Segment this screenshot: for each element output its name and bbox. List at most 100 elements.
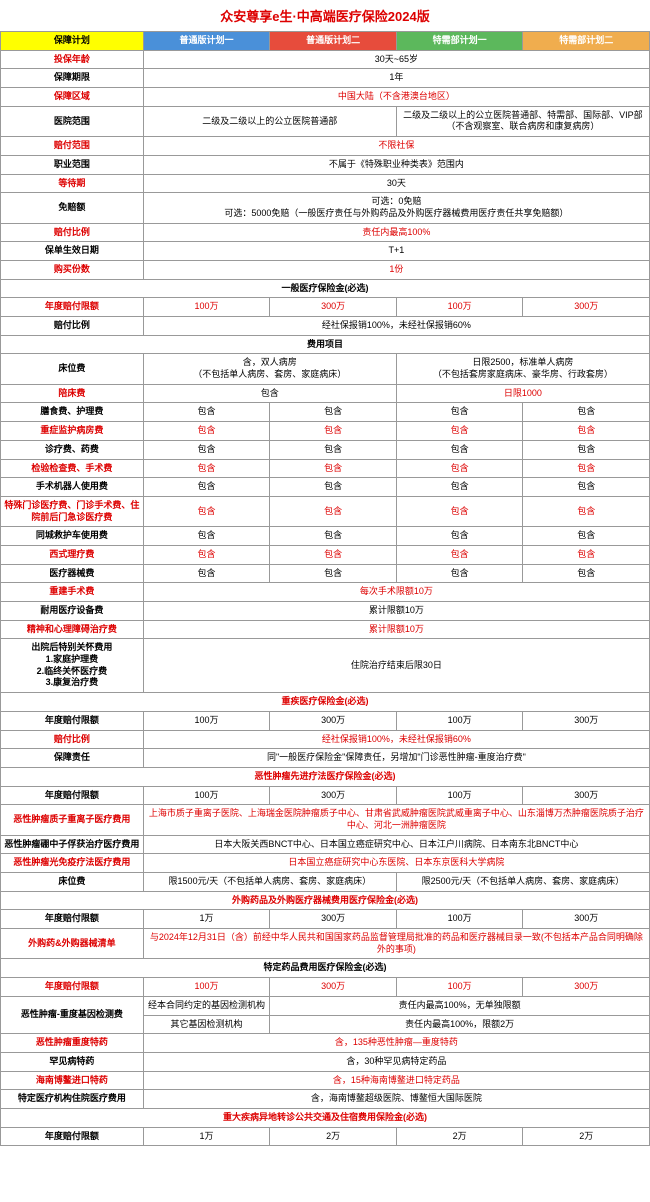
cell: 2万 (396, 1127, 523, 1146)
cell: 医疗器械费 (1, 564, 144, 583)
cell: 1份 (143, 260, 649, 279)
cell: 保障区域 (1, 88, 144, 107)
cell: 包含 (270, 545, 397, 564)
cell: 上海市质子重离子医院、上海瑞金医院肿瘤质子中心、甘肃省武威肿瘤医院武威重离子中心… (143, 805, 649, 835)
cell: 赔付范围 (1, 137, 144, 156)
cell: 300万 (270, 298, 397, 317)
cell: 包含 (270, 440, 397, 459)
cell: 累计限额10万 (143, 602, 649, 621)
cell: 2万 (523, 1127, 650, 1146)
cell: 包含 (143, 403, 270, 422)
cell: 包含 (270, 564, 397, 583)
cell: 年度赔付限额 (1, 1127, 144, 1146)
cell: 购买份数 (1, 260, 144, 279)
cell: 300万 (270, 910, 397, 929)
cell: 陪床费 (1, 384, 144, 403)
cell: 包含 (396, 545, 523, 564)
cell: 包含 (270, 422, 397, 441)
cell: 耐用医疗设备费 (1, 602, 144, 621)
cell: 限1500元/天（不包括单人病房、套房、家庭病床） (143, 873, 396, 892)
cell: 年度赔付限额 (1, 298, 144, 317)
cell: 特殊门诊医疗费、门诊手术费、住院前后门急诊医疗费 (1, 496, 144, 526)
cell: 同城救护车使用费 (1, 527, 144, 546)
cell: 经本合同约定的基因检测机构 (143, 996, 270, 1015)
cell: 特定医疗机构住院医疗费用 (1, 1090, 144, 1109)
cell: 30天~65岁 (143, 50, 649, 69)
cell: 100万 (396, 711, 523, 730)
cell: 同"一般医疗保险金"保障责任，另增加"门诊恶性肿瘤-重度治疗费" (143, 749, 649, 768)
cell: 等待期 (1, 174, 144, 193)
cell: 一般医疗保险金(必选) (1, 279, 650, 298)
cell: 西式理疗费 (1, 545, 144, 564)
cell: 含，30种罕见病特定药品 (143, 1052, 649, 1071)
cell: 限2500元/天（不包括单人病房、套房、家庭病床） (396, 873, 649, 892)
cell: 责任内最高100%，限额2万 (270, 1015, 650, 1034)
cell: 经社保报销100%，未经社保报销60% (143, 730, 649, 749)
cell: 重大疾病异地转诊公共交通及住宿费用保险金(必选) (1, 1108, 650, 1127)
cell: 日限2500，标准单人病房（不包括套房家庭病床、豪华房、行政套房） (396, 354, 649, 384)
cell: 100万 (143, 978, 270, 997)
cell: 经社保报销100%，未经社保报销60% (143, 317, 649, 336)
cell: 重症监护病房费 (1, 422, 144, 441)
cell: 恶性肿瘤光免疫疗法医疗费用 (1, 854, 144, 873)
cell: 医院范围 (1, 106, 144, 136)
cell: 诊疗费、药费 (1, 440, 144, 459)
cell: 累计限额10万 (143, 620, 649, 639)
cell: 包含 (143, 496, 270, 526)
cell: 其它基因检测机构 (143, 1015, 270, 1034)
cell: 包含 (396, 496, 523, 526)
cell: 职业范围 (1, 155, 144, 174)
cell: 赔付比例 (1, 223, 144, 242)
cell: T+1 (143, 242, 649, 261)
cell: 300万 (523, 978, 650, 997)
cell: 二级及二级以上的公立医院普通部、特需部、国际部、VIP部（不含观察室、联合病房和… (396, 106, 649, 136)
insurance-table: 保障计划普通版计划一普通版计划二特需部计划一特需部计划二投保年龄30天~65岁保… (0, 31, 650, 1146)
cell: 100万 (143, 786, 270, 805)
cell: 恶性肿瘤质子重离子医疗费用 (1, 805, 144, 835)
cell: 检验检查费、手术费 (1, 459, 144, 478)
cell: 100万 (396, 910, 523, 929)
page-title: 众安尊享e生·中高端医疗保险2024版 (0, 0, 650, 31)
cell: 100万 (396, 298, 523, 317)
cell: 包含 (143, 384, 396, 403)
cell: 含，15种海南博鳌进口特定药品 (143, 1071, 649, 1090)
cell: 免赔额 (1, 193, 144, 223)
cell: 包含 (143, 564, 270, 583)
cell: 1万 (143, 910, 270, 929)
cell: 保障责任 (1, 749, 144, 768)
cell: 2万 (270, 1127, 397, 1146)
cell: 责任内最高100% (143, 223, 649, 242)
cell: 包含 (396, 564, 523, 583)
cell: 保障计划 (1, 32, 144, 51)
cell: 包含 (396, 527, 523, 546)
cell: 300万 (270, 978, 397, 997)
cell: 床位费 (1, 873, 144, 892)
cell: 100万 (396, 786, 523, 805)
cell: 膳食费、护理费 (1, 403, 144, 422)
cell: 二级及二级以上的公立医院普通部 (143, 106, 396, 136)
cell: 保单生效日期 (1, 242, 144, 261)
cell: 外购药&外购器械清单 (1, 929, 144, 959)
cell: 包含 (270, 496, 397, 526)
cell: 出院后特别关怀费用1.家庭护理费2.临终关怀医疗费3.康复治疗费 (1, 639, 144, 693)
cell: 包含 (523, 440, 650, 459)
cell: 300万 (523, 298, 650, 317)
cell: 包含 (396, 440, 523, 459)
cell: 包含 (523, 496, 650, 526)
cell: 包含 (143, 440, 270, 459)
cell: 年度赔付限额 (1, 786, 144, 805)
cell: 包含 (523, 527, 650, 546)
cell: 恶性肿瘤硼中子俘获治疗医疗费用 (1, 835, 144, 854)
cell: 日限1000 (396, 384, 649, 403)
cell: 含，海南博鳌超级医院、博鳌恒大国际医院 (143, 1090, 649, 1109)
cell: 特需部计划一 (396, 32, 523, 51)
cell: 年度赔付限额 (1, 978, 144, 997)
cell: 300万 (523, 711, 650, 730)
cell: 包含 (523, 545, 650, 564)
cell: 特定药品费用医疗保险金(必选) (1, 959, 650, 978)
cell: 恶性肿瘤先进疗法医疗保险金(必选) (1, 767, 650, 786)
cell: 包含 (396, 403, 523, 422)
cell: 罕见病特药 (1, 1052, 144, 1071)
cell: 300万 (523, 910, 650, 929)
cell: 包含 (270, 459, 397, 478)
